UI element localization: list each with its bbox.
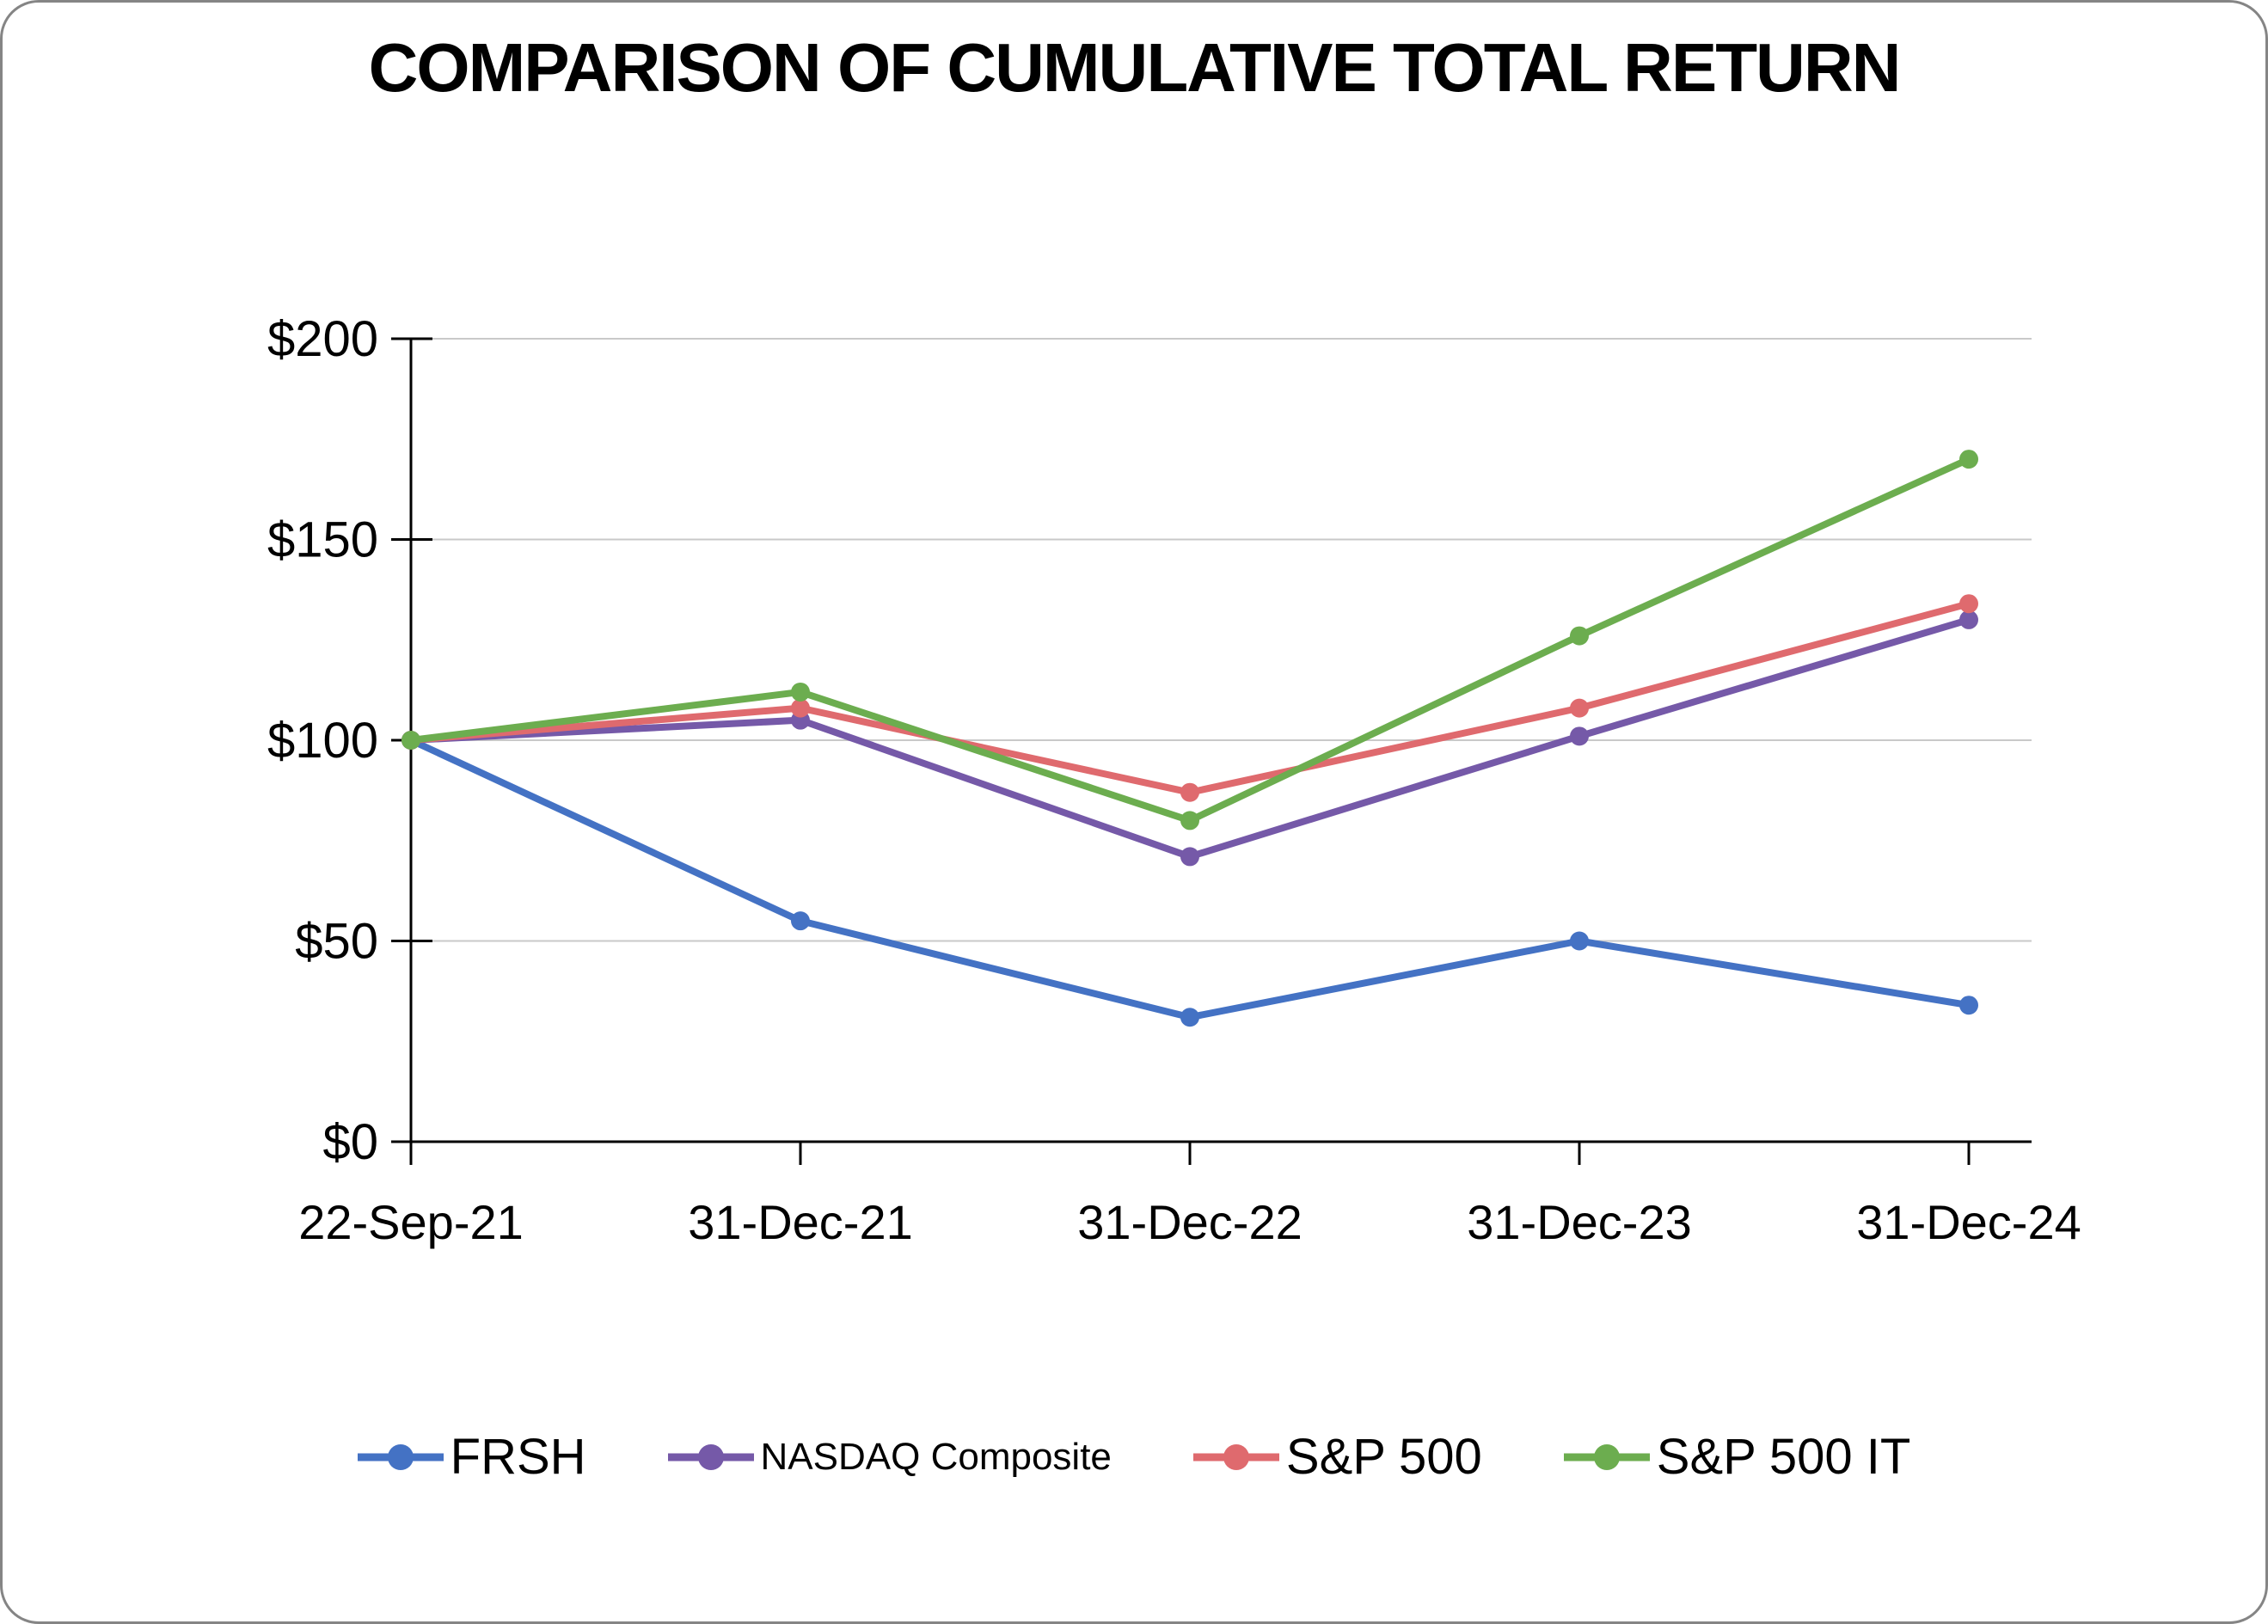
data-point-nasdaq-composite bbox=[1570, 726, 1589, 746]
data-point-frsh bbox=[1570, 931, 1589, 951]
legend-label-nasdaq-composite: NASDAQ Composite bbox=[760, 1435, 1112, 1478]
series-line-frsh bbox=[408, 737, 1972, 1021]
data-point-nasdaq-composite bbox=[1959, 610, 1978, 629]
chart-legend: FRSH NASDAQ Composite S&P 500 S&P 500 IT bbox=[3, 1428, 2265, 1486]
legend-marker-s-p-500-icon bbox=[1192, 1443, 1279, 1470]
data-point-s-p-500 bbox=[1959, 594, 1978, 614]
legend-label-s-p-500-it: S&P 500 IT bbox=[1656, 1429, 1911, 1485]
legend-item-nasdaq-composite: NASDAQ Composite bbox=[667, 1435, 1112, 1479]
legend-marker-s-p-500-it-icon bbox=[1563, 1443, 1650, 1470]
legend-dot bbox=[697, 1443, 724, 1470]
legend-dot bbox=[1223, 1443, 1249, 1470]
data-point-frsh bbox=[1180, 1008, 1199, 1027]
data-point-frsh bbox=[1959, 996, 1978, 1015]
legend-item-frsh: FRSH bbox=[357, 1428, 586, 1486]
y-tick-label: $0 bbox=[322, 1114, 378, 1170]
data-point-frsh bbox=[791, 911, 810, 931]
data-point-s-p-500 bbox=[1570, 698, 1589, 718]
data-point-s-p-500-it bbox=[401, 731, 420, 750]
legend-label-s-p-500: S&P 500 bbox=[1285, 1429, 1482, 1485]
legend-marker-nasdaq-composite-icon bbox=[667, 1443, 754, 1470]
y-tick-label: $50 bbox=[295, 914, 378, 970]
legend-label-frsh: FRSH bbox=[450, 1429, 586, 1485]
x-tick-label: 31-Dec-24 bbox=[1856, 1195, 2081, 1249]
x-tick-label: 31-Dec-23 bbox=[1467, 1195, 1691, 1249]
legend-marker-frsh-icon bbox=[357, 1443, 444, 1470]
legend-item-s-p-500: S&P 500 bbox=[1192, 1428, 1482, 1486]
series-line-s-p-500 bbox=[408, 600, 1972, 796]
series-line-s-p-500-it bbox=[408, 456, 1972, 824]
x-tick-label: 31-Dec-22 bbox=[1077, 1195, 1302, 1249]
legend-item-s-p-500-it: S&P 500 IT bbox=[1563, 1428, 1911, 1486]
legend-dot bbox=[387, 1443, 414, 1470]
data-point-s-p-500 bbox=[791, 698, 810, 718]
data-point-s-p-500-it bbox=[791, 682, 810, 702]
data-point-s-p-500-it bbox=[1570, 626, 1589, 646]
chart-title: COMPARISON OF CUMULATIVE TOTAL RETURN bbox=[368, 29, 1902, 106]
data-point-s-p-500-it bbox=[1180, 811, 1199, 830]
legend-dot bbox=[1593, 1443, 1620, 1470]
data-point-nasdaq-composite bbox=[1180, 847, 1199, 867]
x-tick-label: 22-Sep-21 bbox=[298, 1195, 524, 1249]
cumulative-total-return-line-chart: $0 $50 $100 $150 $200 22-Sep-21 31-Dec-21 31-De… bbox=[267, 311, 2081, 1249]
y-tick-label: $200 bbox=[267, 311, 378, 367]
data-point-s-p-500-it bbox=[1959, 450, 1978, 469]
y-tick-label: $150 bbox=[267, 512, 378, 568]
x-tick-label: 31-Dec-21 bbox=[688, 1195, 912, 1249]
data-point-s-p-500 bbox=[1180, 782, 1199, 802]
y-tick-label: $100 bbox=[267, 713, 378, 769]
